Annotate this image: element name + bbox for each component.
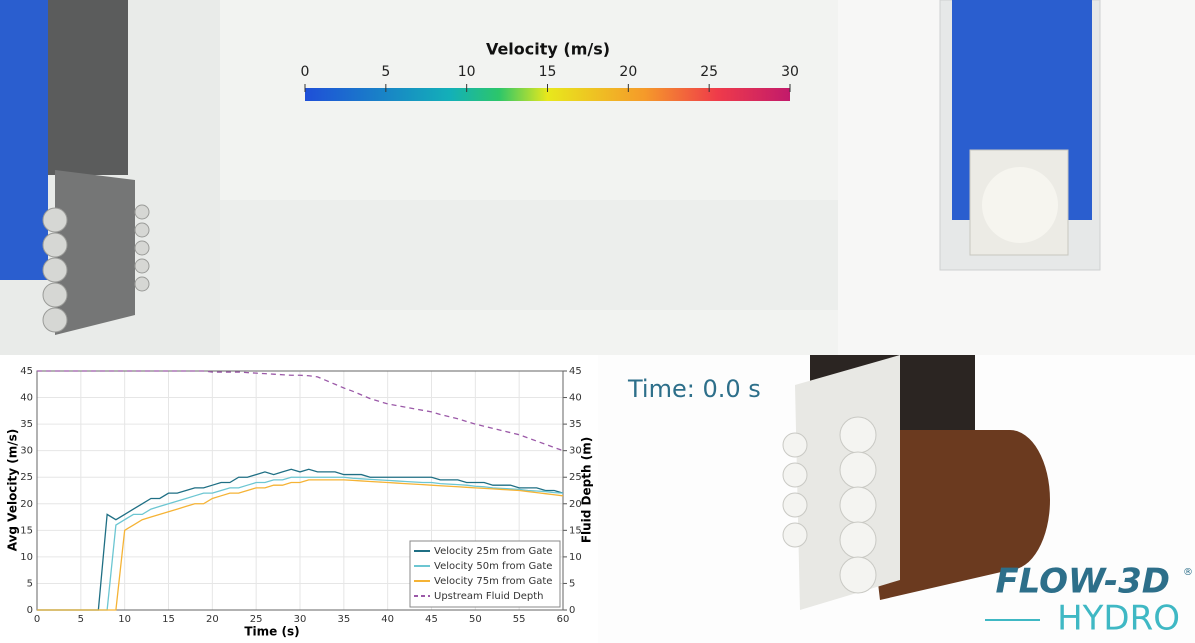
colorbar-tick-label: 15 <box>539 64 557 80</box>
pipe-opening <box>982 167 1058 243</box>
colorbar-tick-label: 0 <box>301 64 310 80</box>
legend-label: Velocity 50m from Gate <box>434 561 552 572</box>
y-tick-label: 25 <box>20 472 33 483</box>
y-tick-label: 40 <box>20 393 33 404</box>
legend-label: Velocity 25m from Gate <box>434 546 552 557</box>
x-tick-label: 0 <box>34 614 40 625</box>
pipe <box>220 200 838 310</box>
logo-mark: ® <box>1183 567 1193 578</box>
y-tick-label: 15 <box>20 525 33 536</box>
colorbar-tick-label: 5 <box>381 64 390 80</box>
x-tick-label: 5 <box>78 614 84 625</box>
y2-tick-label: 0 <box>569 605 575 616</box>
gate-shadow <box>48 0 128 175</box>
gate <box>55 170 135 335</box>
y-tick-label: 0 <box>27 605 33 616</box>
x-tick-label: 40 <box>381 614 394 625</box>
legend-label: Velocity 75m from Gate <box>434 576 552 587</box>
x-tick-label: 30 <box>294 614 307 625</box>
x-tick-label: 60 <box>557 614 570 625</box>
fluid <box>0 0 48 280</box>
legend-label: Upstream Fluid Depth <box>434 591 544 602</box>
x-tick-label: 15 <box>162 614 175 625</box>
screen: Time: 0.0 s FLOW-3D ® HYDRO Velocity (m/… <box>0 0 1195 643</box>
x-axis-label: Time (s) <box>244 625 299 639</box>
colorbar-tick-label: 20 <box>619 64 637 80</box>
y2-tick-label: 10 <box>569 552 582 563</box>
x-tick-label: 55 <box>513 614 526 625</box>
y-tick-label: 45 <box>20 366 33 377</box>
time-label: Time: 0.0 s <box>627 375 761 403</box>
y2-axis-label: Fluid Depth (m) <box>580 437 594 543</box>
y-tick-label: 10 <box>20 552 33 563</box>
y-tick-label: 5 <box>27 578 33 589</box>
y-axis-label: Avg Velocity (m/s) <box>6 429 20 552</box>
y-tick-label: 30 <box>20 446 33 457</box>
y-tick-label: 20 <box>20 499 33 510</box>
colorbar-title: Velocity (m/s) <box>486 40 610 59</box>
x-tick-label: 25 <box>250 614 263 625</box>
logo-name: FLOW-3D <box>995 562 1170 602</box>
y2-tick-label: 45 <box>569 366 582 377</box>
x-tick-label: 20 <box>206 614 219 625</box>
y-tick-label: 35 <box>20 419 33 430</box>
y2-tick-label: 35 <box>569 419 582 430</box>
colorbar-tick-label: 10 <box>458 64 476 80</box>
colorbar-tick-label: 30 <box>781 64 799 80</box>
y2-tick-label: 5 <box>569 578 575 589</box>
y2-tick-label: 40 <box>569 393 582 404</box>
x-tick-label: 50 <box>469 614 482 625</box>
colorbar-tick-label: 25 <box>700 64 718 80</box>
logo-product: HYDRO <box>1057 599 1180 639</box>
x-tick-label: 10 <box>118 614 131 625</box>
x-tick-label: 35 <box>337 614 350 625</box>
x-tick-label: 45 <box>425 614 438 625</box>
